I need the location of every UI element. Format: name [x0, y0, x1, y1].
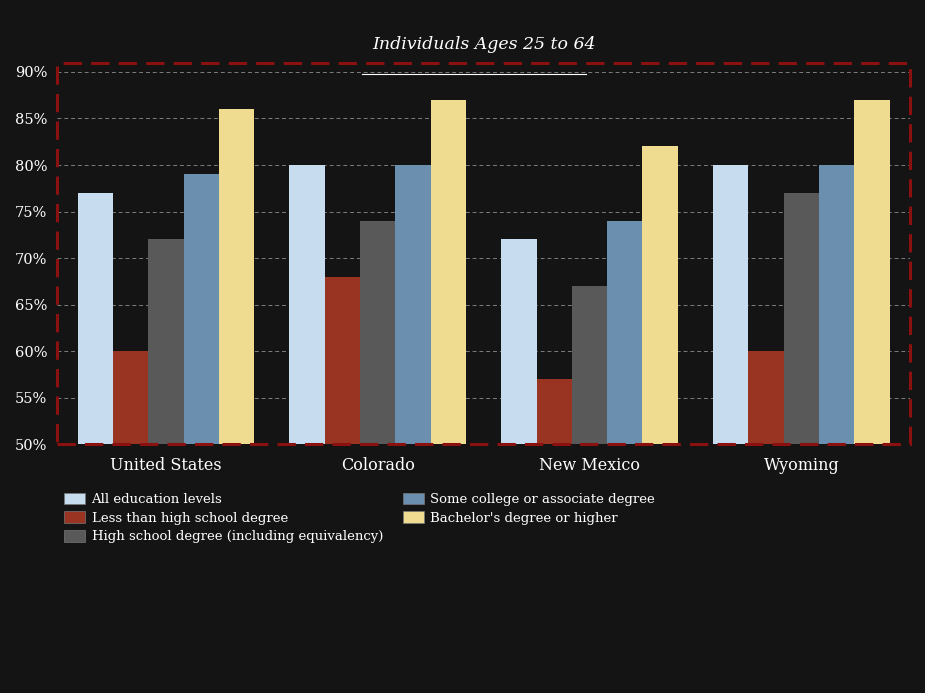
- Bar: [501, 239, 536, 444]
- Title: Individuals Ages 25 to 64: Individuals Ages 25 to 64: [372, 36, 596, 53]
- Bar: [113, 351, 148, 444]
- Bar: [572, 286, 607, 444]
- Bar: [713, 165, 748, 444]
- Bar: [325, 277, 360, 444]
- Bar: [219, 109, 254, 444]
- Bar: [536, 379, 572, 444]
- Bar: [395, 165, 431, 444]
- Bar: [783, 193, 819, 444]
- Bar: [431, 100, 466, 444]
- Bar: [290, 165, 325, 444]
- Bar: [607, 221, 643, 444]
- Bar: [819, 165, 855, 444]
- Bar: [748, 351, 783, 444]
- Bar: [148, 239, 183, 444]
- Bar: [360, 221, 395, 444]
- Bar: [78, 193, 113, 444]
- Bar: [643, 146, 678, 444]
- Bar: [855, 100, 890, 444]
- Bar: [183, 175, 219, 444]
- Legend: All education levels, Less than high school degree, High school degree (includin: All education levels, Less than high sch…: [64, 493, 655, 543]
